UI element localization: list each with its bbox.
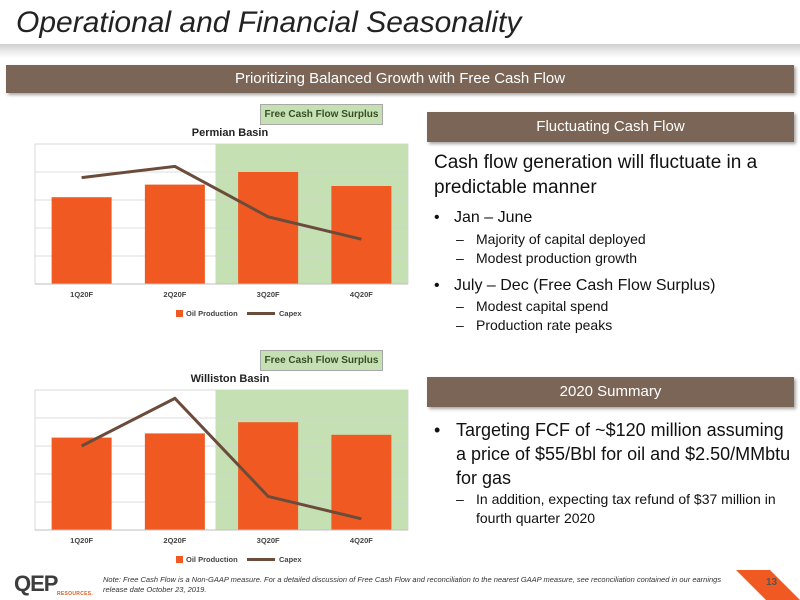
legend-label-oil-production: Oil Production <box>186 309 238 318</box>
dash-glyph: – <box>456 250 464 266</box>
legend-label-capex: Capex <box>279 555 302 564</box>
x-tick-label: 2Q20F <box>163 536 186 545</box>
dash-glyph: – <box>456 317 464 333</box>
bullet-july-dec: • July – Dec (Free Cash Flow Surplus) <box>434 277 715 295</box>
sub-bullet-text: Modest production growth <box>476 250 638 266</box>
line-capex <box>81 164 362 241</box>
x-tick-label: 4Q20F <box>350 290 373 299</box>
title-divider <box>0 44 800 58</box>
dash-glyph: – <box>456 298 464 314</box>
line-capex <box>80 396 362 521</box>
summary-bullet-text: Targeting FCF of ~$120 million assuming … <box>456 420 791 488</box>
legend-label-capex: Capex <box>279 309 302 318</box>
page-title: Operational and Financial Seasonality <box>16 6 522 39</box>
dash-glyph: – <box>456 231 464 247</box>
sub-bullet: – Modest capital spend <box>456 298 608 314</box>
logo-wordmark: QEP <box>14 571 58 596</box>
williston-chart-svg: 1Q20F 2Q20F 3Q20F 4Q20F Williston Basin Oil P… <box>34 373 409 564</box>
fluctuating-cash-flow-header: Fluctuating Cash Flow <box>427 112 794 142</box>
x-tick-label: 1Q20F <box>70 536 93 545</box>
x-tick-label: 1Q20F <box>70 290 93 299</box>
page-number: 13 <box>766 577 778 588</box>
sub-bullet: – Modest production growth <box>456 250 637 266</box>
legend-swatch-oil-production <box>176 310 183 317</box>
bar-oil-production <box>51 437 112 530</box>
bullet-dot: • <box>434 420 441 440</box>
fcf-surplus-label-williston: Free Cash Flow Surplus <box>260 350 383 371</box>
corner-accent-icon <box>736 570 800 600</box>
bullet-dot: • <box>434 209 440 226</box>
section-banner: Prioritizing Balanced Growth with Free C… <box>6 65 794 93</box>
x-tick-label: 4Q20F <box>350 536 373 545</box>
bar-oil-production <box>144 184 205 284</box>
sub-bullet-text: Majority of capital deployed <box>476 231 646 247</box>
permian-basin-chart: 1Q20F 2Q20F 3Q20F 4Q20F Permian Basin Oil Pro… <box>0 124 420 354</box>
bar-oil-production <box>331 434 392 530</box>
williston-basin-chart: 1Q20F 2Q20F 3Q20F 4Q20F Williston Basin Oil P… <box>0 370 420 600</box>
sub-bullet: – Majority of capital deployed <box>456 231 646 247</box>
sub-bullet: – Production rate peaks <box>456 317 612 333</box>
summary-header: 2020 Summary <box>427 377 794 407</box>
permian-chart-svg: 1Q20F 2Q20F 3Q20F 4Q20F Permian Basin Oil Pro… <box>34 127 409 318</box>
logo-subtext: RESOURCES. <box>57 591 94 597</box>
footnote: Note: Free Cash Flow is a Non-GAAP measu… <box>103 575 722 594</box>
dash-glyph: – <box>456 491 464 507</box>
fcf-surplus-label-permian: Free Cash Flow Surplus <box>260 104 383 125</box>
bullet-text: July – Dec (Free Cash Flow Surplus) <box>454 277 716 294</box>
sub-bullet-text: Production rate peaks <box>476 317 613 333</box>
x-tick-label: 3Q20F <box>257 290 280 299</box>
bar-oil-production <box>238 172 299 284</box>
summary-bullet: • Targeting FCF of ~$120 million assuming… <box>434 418 794 490</box>
x-tick-label: 3Q20F <box>257 536 280 545</box>
chart-title: Permian Basin <box>192 127 269 139</box>
legend-label-oil-production: Oil Production <box>186 555 238 564</box>
chart-title: Williston Basin <box>191 373 270 385</box>
legend-swatch-oil-production <box>176 556 183 563</box>
bullet-text: Jan – June <box>454 209 533 226</box>
bar-oil-production <box>144 433 205 530</box>
summary-sub-bullet: – In addition, expecting tax refund of $3… <box>456 490 796 528</box>
qep-logo: QEP RESOURCES. <box>14 571 94 598</box>
lead-statement: Cash flow generation will fluctuate in a… <box>434 152 758 198</box>
x-tick-label: 2Q20F <box>163 290 186 299</box>
summary-sub-text: In addition, expecting tax refund of $37… <box>476 491 776 526</box>
bar-oil-production <box>51 197 112 284</box>
bullet-jan-june: • Jan – June <box>434 209 532 227</box>
sub-bullet-text: Modest capital spend <box>476 298 609 314</box>
bullet-dot: • <box>434 277 440 294</box>
